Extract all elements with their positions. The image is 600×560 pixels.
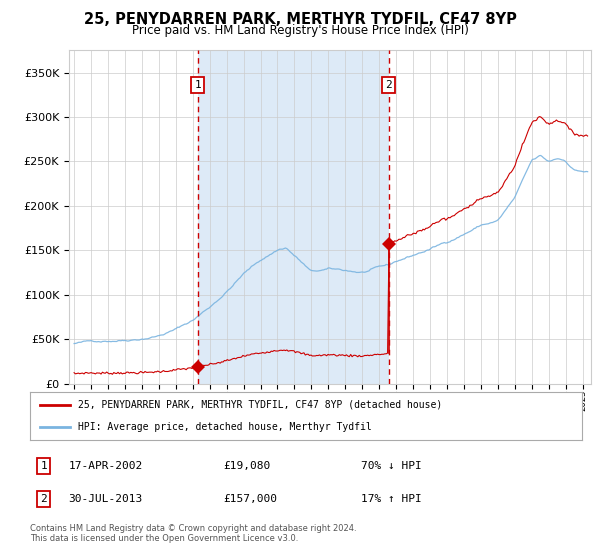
Text: 2: 2 <box>386 81 392 90</box>
Text: HPI: Average price, detached house, Merthyr Tydfil: HPI: Average price, detached house, Mert… <box>78 422 372 432</box>
Text: 1: 1 <box>194 81 201 90</box>
Text: 17% ↑ HPI: 17% ↑ HPI <box>361 494 422 503</box>
Text: 25, PENYDARREN PARK, MERTHYR TYDFIL, CF47 8YP: 25, PENYDARREN PARK, MERTHYR TYDFIL, CF4… <box>83 12 517 27</box>
Text: £157,000: £157,000 <box>223 494 277 503</box>
Text: 17-APR-2002: 17-APR-2002 <box>68 461 143 470</box>
Text: Contains HM Land Registry data © Crown copyright and database right 2024.
This d: Contains HM Land Registry data © Crown c… <box>30 524 356 543</box>
Text: 1: 1 <box>40 461 47 470</box>
Bar <box>197 50 389 384</box>
Text: 2: 2 <box>40 494 47 503</box>
Text: £19,080: £19,080 <box>223 461 271 470</box>
Text: 70% ↓ HPI: 70% ↓ HPI <box>361 461 422 470</box>
Text: 30-JUL-2013: 30-JUL-2013 <box>68 494 143 503</box>
Text: Price paid vs. HM Land Registry's House Price Index (HPI): Price paid vs. HM Land Registry's House … <box>131 24 469 36</box>
Text: 25, PENYDARREN PARK, MERTHYR TYDFIL, CF47 8YP (detached house): 25, PENYDARREN PARK, MERTHYR TYDFIL, CF4… <box>78 400 442 410</box>
